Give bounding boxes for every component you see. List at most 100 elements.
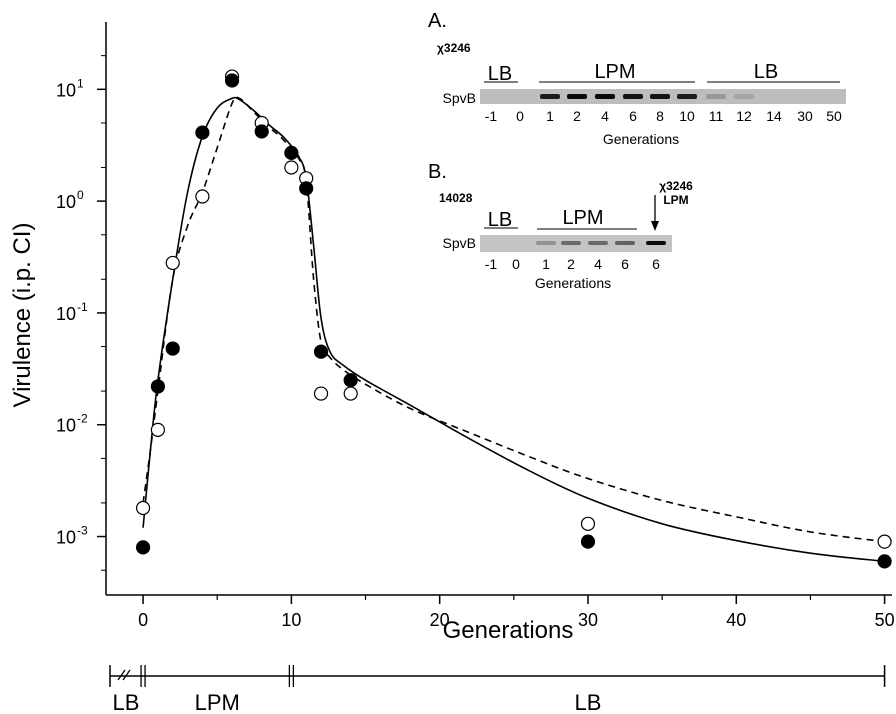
data-point-open <box>165 255 180 271</box>
x-tick-label: 30 <box>578 610 598 630</box>
axis-break-mark <box>117 669 126 681</box>
inset-a-lane-label: 12 <box>736 108 752 124</box>
inset-a-lane-label: 8 <box>656 108 664 124</box>
inset-b-control-strain: χ3246 <box>659 179 693 193</box>
inset-a-lane-label: 50 <box>826 108 842 124</box>
inset-a-band <box>650 94 670 99</box>
data-point-filled <box>165 341 180 356</box>
inset-a: A. χ3246 LB LPM LB SpvB -1 0 1 2 4 6 8 10 11 12 14… <box>428 10 846 147</box>
data-points <box>135 69 892 569</box>
fit-line-1 <box>142 96 885 563</box>
x-axis-title: Generations <box>443 617 574 644</box>
x-ticks: 0 10 20 30 40 50 <box>138 595 895 630</box>
y-tick-label: 10 <box>56 304 76 324</box>
data-point-open <box>343 386 358 401</box>
x-tick-label: 20 <box>430 610 450 630</box>
data-point-open <box>877 534 892 549</box>
data-point-filled <box>343 373 358 388</box>
x-tick-label: 40 <box>726 610 746 630</box>
phase-label: LB <box>575 690 602 714</box>
data-point-open <box>580 516 596 531</box>
y-axis-title: Virulence (i.p. CI) <box>9 223 36 408</box>
y-tick-exponent: -1 <box>77 300 88 314</box>
data-point-filled <box>150 379 166 394</box>
y-tick-label: 10 <box>56 80 76 100</box>
inset-b-band <box>588 241 608 245</box>
phase-label: LB <box>113 690 140 714</box>
inset-b-lane-label: 6 <box>621 256 629 272</box>
inset-a-group-label-1: LB <box>488 63 512 85</box>
inset-a-band <box>706 94 726 99</box>
inset-b-blot <box>480 235 672 252</box>
inset-a-bands <box>540 94 754 99</box>
inset-a-band <box>595 94 615 99</box>
x-tick-label: 50 <box>875 610 895 630</box>
inset-b-lane-label: 2 <box>567 256 575 272</box>
y-tick-exponent: -2 <box>77 412 88 426</box>
inset-b-bands <box>536 241 666 245</box>
inset-b-control-arrow-head <box>651 221 659 231</box>
inset-a-lane-label: 11 <box>709 108 724 124</box>
y-tick-label: 10 <box>56 416 76 436</box>
phase-bar: LB LPM LB <box>109 665 886 714</box>
data-point-filled <box>877 554 892 569</box>
inset-b-band <box>646 241 666 245</box>
y-tick-label: 10 <box>56 528 76 548</box>
inset-a-xlabel: Generations <box>603 131 679 147</box>
data-point-open <box>150 422 166 437</box>
inset-a-panel-label: A. <box>428 10 447 32</box>
y-tick-exponent: 0 <box>77 188 84 202</box>
y-tick-exponent: 1 <box>77 76 84 90</box>
inset-a-band <box>734 94 754 99</box>
inset-b-group-label-1: LB <box>488 209 512 231</box>
inset-a-lane-labels: -1 0 1 2 4 6 8 10 11 12 14 30 50 <box>485 108 842 124</box>
data-point-filled <box>254 124 269 139</box>
data-point-filled <box>313 344 329 359</box>
data-point-filled <box>284 145 299 160</box>
inset-b-control-medium: LPM <box>663 193 688 207</box>
inset-a-lane-label: 6 <box>629 108 637 124</box>
inset-b-lane-labels: -1 0 1 2 4 6 6 <box>485 256 660 272</box>
phase-label: LPM <box>195 690 240 714</box>
inset-a-lane-label: 30 <box>797 108 813 124</box>
inset-a-band-label: SpvB <box>443 90 476 106</box>
inset-b-lane-label: 0 <box>512 256 520 272</box>
inset-b-strain: 14028 <box>439 191 473 205</box>
data-point-open <box>313 386 329 401</box>
inset-a-lane-label: 0 <box>516 108 524 124</box>
inset-b-lane-label: 6 <box>652 256 660 272</box>
inset-b-lane-label: 4 <box>594 256 602 272</box>
inset-b: B. 14028 LB LPM χ3246 LPM SpvB -1 0 1 2 4 6 6 … <box>428 161 693 291</box>
inset-b-band <box>536 241 556 245</box>
inset-a-band <box>623 94 643 99</box>
data-point-filled <box>299 181 314 196</box>
inset-b-band <box>615 241 635 245</box>
inset-b-lane-label: -1 <box>485 256 498 272</box>
inset-a-lane-label: 10 <box>679 108 695 124</box>
inset-b-band <box>561 241 581 245</box>
fit-lines <box>142 96 885 563</box>
inset-a-band <box>567 94 587 99</box>
inset-a-lane-label: 4 <box>601 108 609 124</box>
inset-a-lane-label: -1 <box>485 108 498 124</box>
data-point-open <box>284 160 299 175</box>
inset-a-band <box>677 94 697 99</box>
data-point-filled <box>135 540 151 555</box>
data-point-filled <box>580 534 596 549</box>
x-tick-label: 10 <box>281 610 301 630</box>
inset-a-lane-label: 1 <box>546 108 554 124</box>
data-point-filled <box>195 125 210 140</box>
inset-b-group-label-2: LPM <box>562 207 603 229</box>
x-tick-label: 0 <box>138 610 148 630</box>
inset-b-xlabel: Generations <box>535 275 611 291</box>
inset-b-panel-label: B. <box>428 161 447 183</box>
fit-line-2 <box>142 96 885 543</box>
inset-a-lane-label: 14 <box>766 108 782 124</box>
data-point-open <box>195 189 210 204</box>
inset-a-group-label-3: LB <box>754 61 778 83</box>
data-point-open <box>135 500 151 516</box>
y-tick-label: 10 <box>56 192 76 212</box>
